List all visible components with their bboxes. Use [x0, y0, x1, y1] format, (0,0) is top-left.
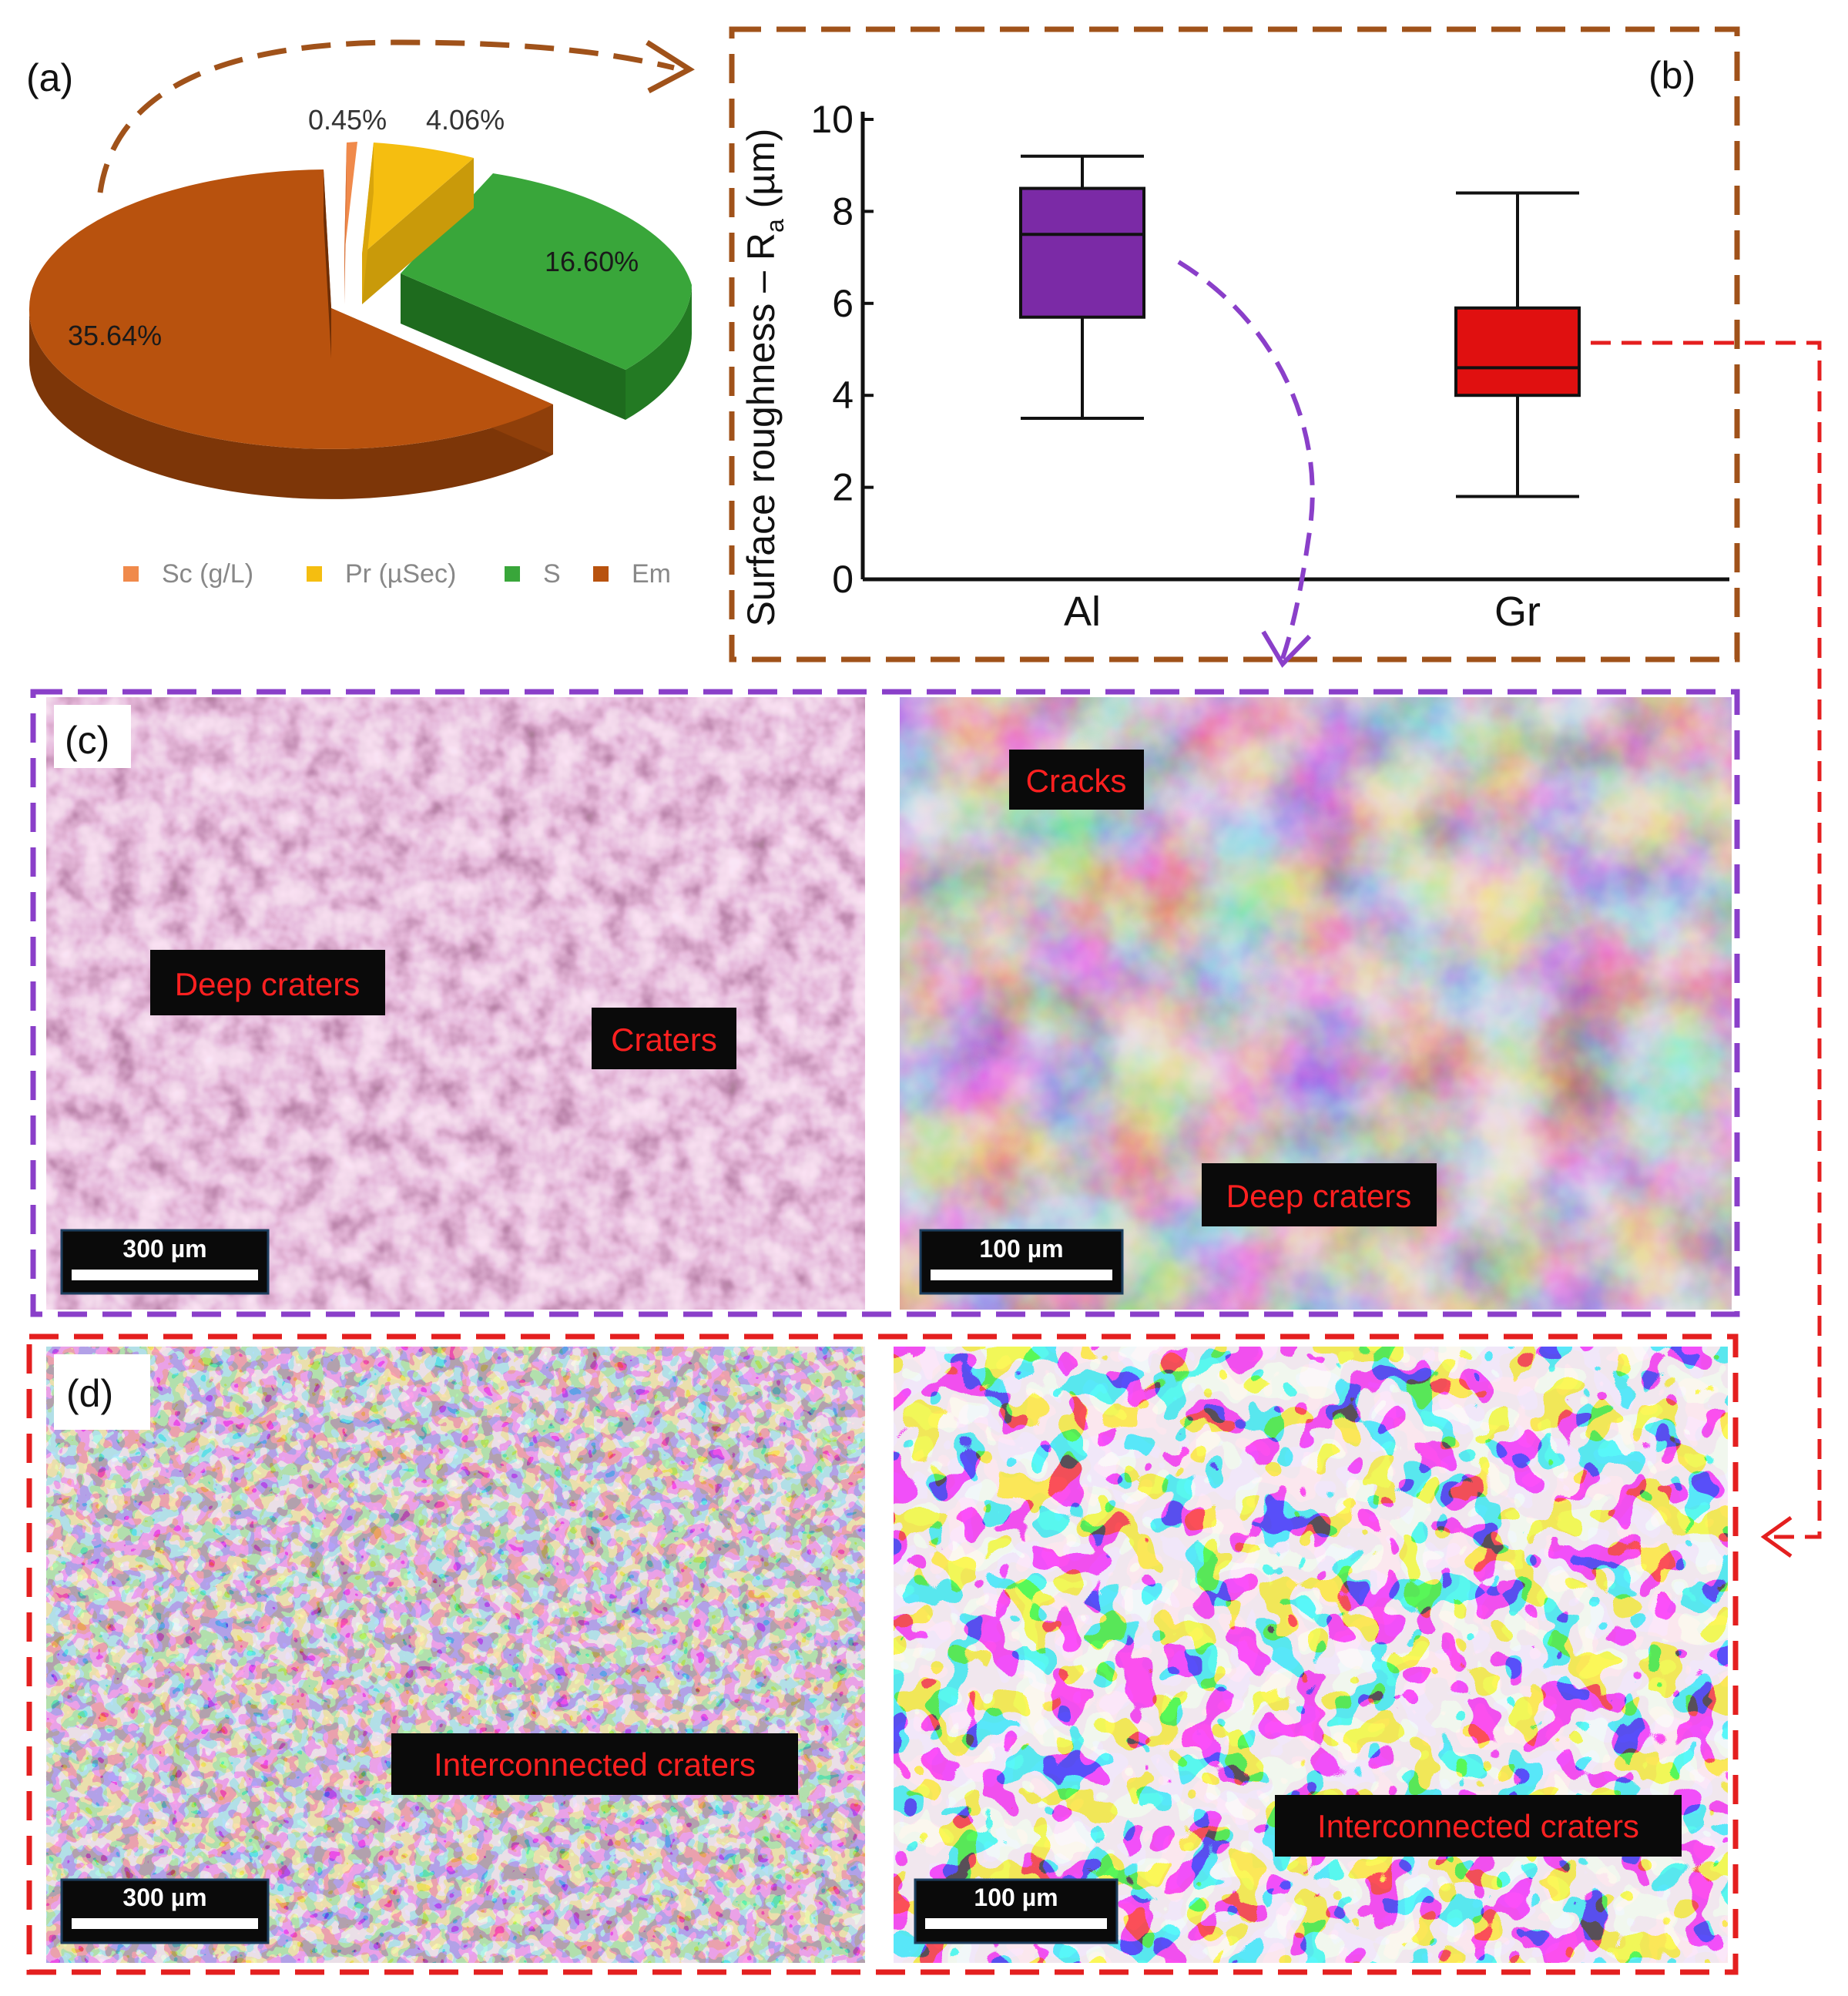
- frame-b: [729, 26, 1740, 663]
- legend-swatch-em: [593, 566, 609, 582]
- scale-bar-label: 100 µm: [974, 1884, 1058, 1911]
- scale-bar: [72, 1270, 258, 1280]
- panel-label-d: (d): [66, 1372, 113, 1415]
- label-box: [391, 1733, 798, 1795]
- panel-b: (b) Surface roughness – Ra (µm) 0 2 4 6 8 10 A…: [729, 26, 1822, 1558]
- annotation-cracks: Cracks: [1026, 763, 1127, 799]
- y-axis-label-sub: a: [761, 219, 789, 233]
- scale-bar: [72, 1918, 258, 1929]
- pie-label-sc: 0.45%: [308, 104, 387, 136]
- panel-a: (a) 0.45% 4.06% 16.60: [26, 39, 695, 589]
- box-al: [1019, 186, 1145, 319]
- pie-slice-pr: [362, 143, 474, 304]
- y-axis-label-unit: (µm): [740, 129, 783, 220]
- panel-c: (c) Deep craters Craters 300 µm Cracks D…: [30, 689, 1740, 1317]
- y-tick-label: 8: [832, 190, 854, 233]
- legend-label-s: S: [543, 559, 561, 589]
- label-box: [1202, 1163, 1437, 1226]
- arrow-gr-to-d: [1591, 340, 1822, 1539]
- legend-swatch-sc: [123, 566, 139, 582]
- scale-bar-box: [919, 1229, 1124, 1295]
- frame-c: [30, 689, 1740, 1317]
- legend-swatch-s: [505, 566, 520, 582]
- annotation-deep-craters-2: Deep craters: [1226, 1178, 1411, 1214]
- y-tick-label: 2: [832, 466, 854, 509]
- box-axes: 0 2 4 6 8 10 Al Gr: [810, 98, 1729, 635]
- scale-bar: [931, 1270, 1112, 1280]
- scale-bar-label: 100 µm: [979, 1235, 1063, 1263]
- scale-bar-box: [60, 1878, 270, 1944]
- y-axis-label: Surface roughness – Ra (µm): [740, 129, 789, 627]
- micrograph-c-left: (c) Deep craters Craters 300 µm: [46, 697, 865, 1310]
- arrowhead-gr-to-d: [1760, 1515, 1793, 1558]
- scale-bar-box: [914, 1878, 1119, 1944]
- label-box: [1009, 750, 1144, 810]
- box-marks: [1019, 154, 1581, 498]
- label-box: [1275, 1795, 1682, 1857]
- y-tick-label: 10: [810, 98, 854, 141]
- legend-label-em: Em: [632, 559, 671, 589]
- pie-legend: Sc (g/L) Pr (µSec) S Em: [123, 559, 671, 589]
- box-gr: [1454, 306, 1581, 398]
- scale-bar-label: 300 µm: [122, 1884, 206, 1911]
- panel-label-b: (b): [1648, 54, 1695, 97]
- annotation-craters: Craters: [611, 1021, 717, 1058]
- scale-bar: [925, 1918, 1107, 1929]
- pie-label-em: 35.64%: [68, 320, 162, 351]
- panel-label-c: (c): [65, 719, 109, 762]
- pie-label-s: 16.60%: [545, 246, 639, 277]
- x-tick-label: Al: [1064, 589, 1101, 635]
- arrowhead-al-to-c: [1261, 630, 1312, 668]
- micrograph-d-left: (d) Interconnected craters 300 µm: [46, 1347, 865, 1963]
- y-tick-label: 0: [832, 558, 854, 601]
- panel-label-a: (a): [26, 56, 73, 99]
- arrowhead-a-to-b: [646, 40, 695, 94]
- annotation-interconnected-craters: Interconnected craters: [434, 1746, 756, 1783]
- frame-d: [26, 1333, 1739, 1975]
- arrow-al-to-c: [1177, 260, 1315, 659]
- pie-slice-sc: [344, 142, 357, 304]
- y-tick-label: 6: [832, 282, 854, 325]
- label-box: [592, 1008, 736, 1069]
- annotation-deep-craters: Deep craters: [175, 966, 360, 1002]
- label-box: [150, 950, 385, 1015]
- micrograph-d-right: Interconnected craters 100 µm: [894, 1347, 1728, 1963]
- pie-slice-em: [29, 169, 554, 499]
- x-tick-label: Gr: [1494, 589, 1541, 635]
- legend-label-pr: Pr (µSec): [345, 559, 456, 589]
- scale-bar-box: [60, 1229, 270, 1295]
- legend-label-sc: Sc (g/L): [162, 559, 253, 589]
- legend-swatch-pr: [307, 566, 322, 582]
- annotation-interconnected-craters-2: Interconnected craters: [1317, 1808, 1639, 1844]
- micrograph-c-right: Cracks Deep craters 100 µm: [900, 697, 1732, 1310]
- panel-label-d-bg: [54, 1354, 150, 1430]
- pie-label-pr: 4.06%: [426, 104, 505, 136]
- scale-bar-label: 300 µm: [122, 1235, 206, 1263]
- y-tick-label: 4: [832, 374, 854, 417]
- pie-slice-s: [401, 173, 693, 420]
- panel-d: (d) Interconnected craters 300 µm Interc…: [26, 1333, 1739, 1975]
- panel-label-c-bg: [54, 705, 131, 768]
